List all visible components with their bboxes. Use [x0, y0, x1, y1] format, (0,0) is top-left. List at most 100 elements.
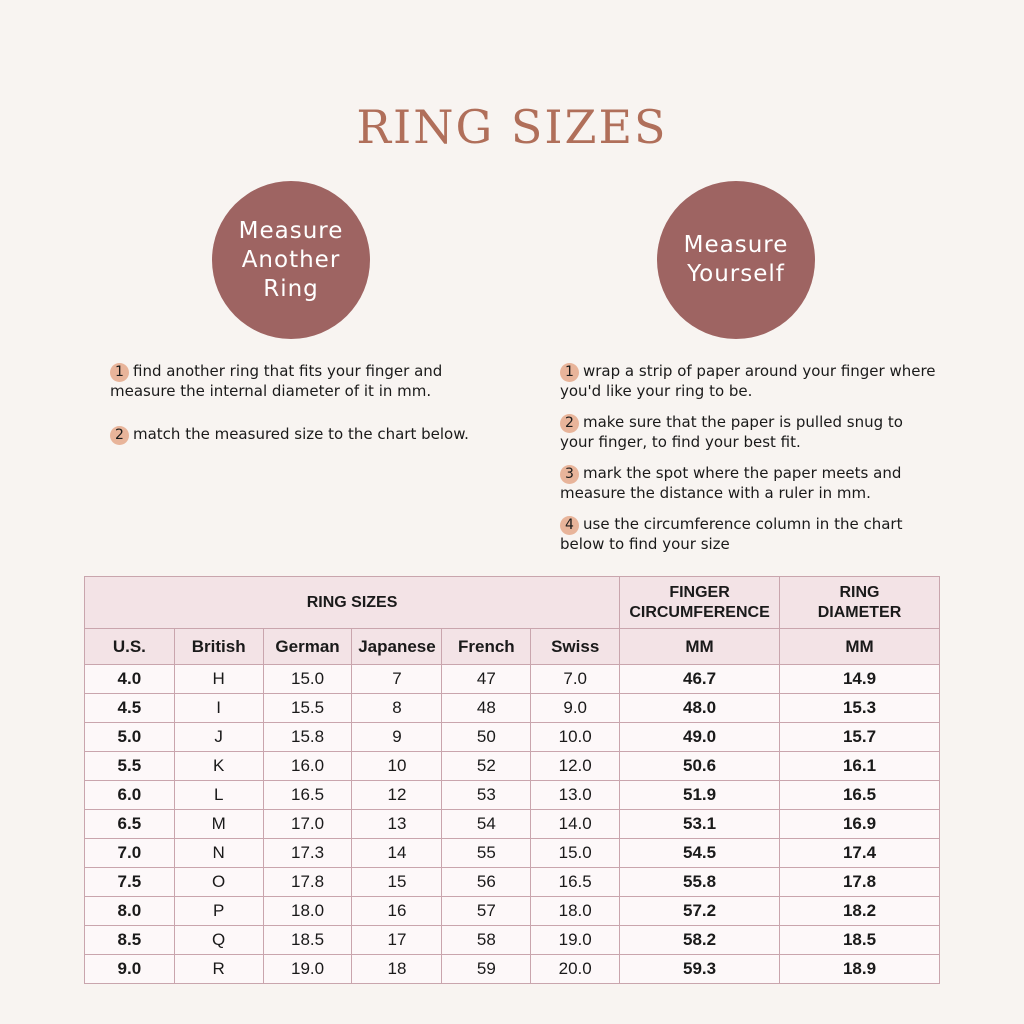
step-item: 2 match the measured size to the chart be…: [110, 425, 510, 445]
table-cell: 5.5: [84, 751, 175, 781]
table-cell: 10: [351, 751, 443, 781]
table-cell: O: [173, 867, 264, 897]
table-cell: P: [173, 896, 264, 926]
group-header-ring-sizes: RING SIZES: [83, 576, 621, 629]
step-text: mark the spot where the paper meets and …: [560, 464, 902, 502]
table-cell: 4.5: [84, 693, 175, 723]
table-cell: 59.3: [619, 954, 780, 984]
table-cell: 12.0: [530, 751, 621, 781]
table-row: 6.5 M 17.0 13 54 14.0 53.1 16.9: [84, 809, 940, 839]
table-row: 5.5 K 16.0 10 52 12.0 50.6 16.1: [84, 751, 940, 781]
table-cell: 52: [441, 751, 532, 781]
step-text: match the measured size to the chart bel…: [133, 425, 469, 443]
table-cell: 17: [351, 925, 443, 955]
table-cell: 19.0: [262, 954, 353, 984]
step-text: use the circumference column in the char…: [560, 515, 903, 553]
measure-yourself-steps: 1 wrap a strip of paper around your finge…: [560, 362, 940, 566]
table-cell: H: [173, 664, 264, 694]
step-number-badge: 2: [110, 426, 129, 445]
table-row: 8.0 P 18.0 16 57 18.0 57.2 18.2: [84, 896, 940, 926]
table-cell: 15.7: [779, 722, 940, 752]
table-cell: 7: [351, 664, 443, 694]
table-cell: 18.0: [262, 896, 353, 926]
table-cell: 15.3: [779, 693, 940, 723]
table-cell: 48: [441, 693, 532, 723]
table-cell: 15.0: [262, 664, 353, 694]
table-cell: 13.0: [530, 780, 621, 810]
table-cell: 17.0: [262, 809, 353, 839]
table-cell: 8.0: [84, 896, 175, 926]
step-number-badge: 3: [560, 465, 579, 484]
step-text: find another ring that fits your finger …: [110, 362, 443, 400]
table-cell: 16.5: [530, 867, 621, 897]
step-number-badge: 1: [110, 363, 129, 382]
table-cell: 15.5: [262, 693, 353, 723]
table-cell: 16: [351, 896, 443, 926]
column-header: Japanese: [351, 628, 443, 665]
step-item: 1 find another ring that fits your finger…: [110, 362, 510, 401]
column-header: German: [262, 628, 353, 665]
table-row: 7.5 O 17.8 15 56 16.5 55.8 17.8: [84, 867, 940, 897]
table-cell: 18.2: [779, 896, 940, 926]
step-item: 4 use the circumference column in the cha…: [560, 515, 940, 554]
table-cell: 18.5: [262, 925, 353, 955]
table-cell: 7.5: [84, 867, 175, 897]
table-row: 4.5 I 15.5 8 48 9.0 48.0 15.3: [84, 693, 940, 723]
table-cell: 57: [441, 896, 532, 926]
table-cell: 58: [441, 925, 532, 955]
step-item: 1 wrap a strip of paper around your finge…: [560, 362, 940, 401]
step-text: make sure that the paper is pulled snug …: [560, 413, 903, 451]
table-cell: 4.0: [84, 664, 175, 694]
column-header: British: [173, 628, 264, 665]
table-cell: R: [173, 954, 264, 984]
table-cell: L: [173, 780, 264, 810]
table-cell: 17.8: [779, 867, 940, 897]
table-cell: 15.0: [530, 838, 621, 868]
table-cell: 18.0: [530, 896, 621, 926]
table-cell: 16.1: [779, 751, 940, 781]
table-cell: 57.2: [619, 896, 780, 926]
table-row: 5.0 J 15.8 9 50 10.0 49.0 15.7: [84, 722, 940, 752]
table-cell: 55.8: [619, 867, 780, 897]
table-cell: 14: [351, 838, 443, 868]
table-cell: 17.4: [779, 838, 940, 868]
table-cell: M: [173, 809, 264, 839]
column-header: MM: [619, 628, 780, 665]
table-cell: 12: [351, 780, 443, 810]
table-cell: 18: [351, 954, 443, 984]
table-cell: 56: [441, 867, 532, 897]
table-cell: 17.3: [262, 838, 353, 868]
table-cell: 18.5: [779, 925, 940, 955]
column-header: U.S.: [84, 628, 175, 665]
column-header: French: [441, 628, 532, 665]
table-cell: 10.0: [530, 722, 621, 752]
table-cell: 9: [351, 722, 443, 752]
table-cell: 51.9: [619, 780, 780, 810]
table-cell: 15: [351, 867, 443, 897]
table-cell: 14.9: [779, 664, 940, 694]
group-header-circumference: FINGER CIRCUMFERENCE: [619, 576, 780, 629]
table-cell: 9.0: [530, 693, 621, 723]
table-cell: N: [173, 838, 264, 868]
table-cell: Q: [173, 925, 264, 955]
table-cell: 54.5: [619, 838, 780, 868]
table-cell: 59: [441, 954, 532, 984]
table-cell: 20.0: [530, 954, 621, 984]
table-row: 4.0 H 15.0 7 47 7.0 46.7 14.9: [84, 664, 940, 694]
table-cell: 16.5: [262, 780, 353, 810]
table-cell: 58.2: [619, 925, 780, 955]
table-cell: 47: [441, 664, 532, 694]
step-number-badge: 2: [560, 414, 579, 433]
table-cell: 15.8: [262, 722, 353, 752]
table-cell: 53.1: [619, 809, 780, 839]
table-cell: K: [173, 751, 264, 781]
table-cell: 8: [351, 693, 443, 723]
table-cell: 53: [441, 780, 532, 810]
measure-another-ring-badge: Measure Another Ring: [212, 181, 370, 339]
column-header: MM: [779, 628, 940, 665]
step-item: 3 mark the spot where the paper meets and…: [560, 464, 940, 503]
table-cell: 5.0: [84, 722, 175, 752]
step-text: wrap a strip of paper around your finger…: [560, 362, 936, 400]
table-cell: 48.0: [619, 693, 780, 723]
another-ring-steps: 1 find another ring that fits your finger…: [110, 362, 510, 457]
